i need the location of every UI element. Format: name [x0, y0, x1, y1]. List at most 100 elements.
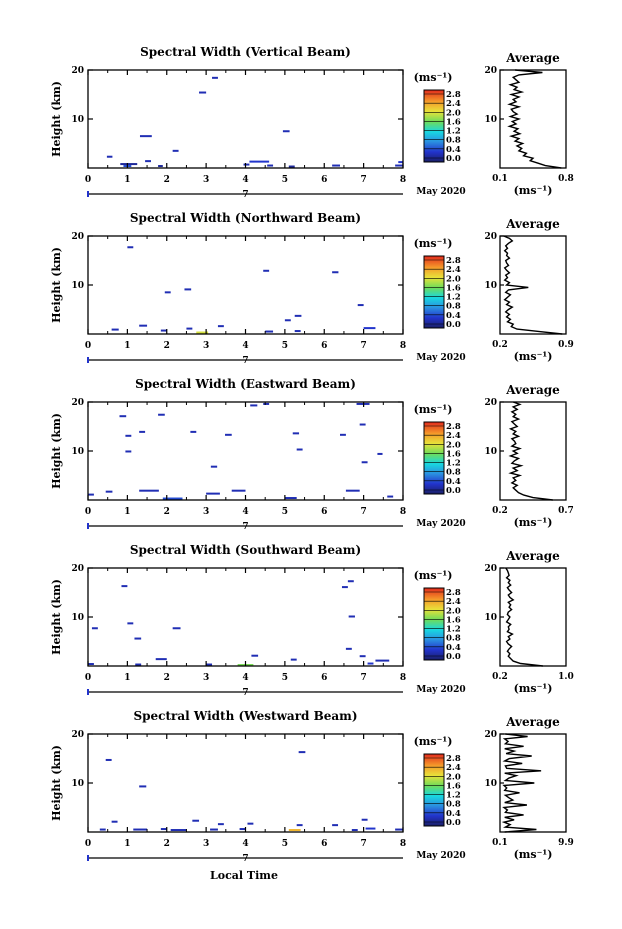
x-tick-label: 1	[124, 341, 130, 351]
date-label: May 2020	[416, 519, 465, 529]
colorbar-tick-label: 2.8	[446, 256, 461, 266]
day-label: 7	[242, 854, 248, 864]
heatmap-cell	[155, 658, 167, 661]
colorbar-tick-label: 2.4	[446, 99, 461, 109]
plot-frame	[87, 401, 404, 501]
heatmap-cell	[106, 155, 113, 158]
heatmap-cell	[282, 130, 290, 133]
heatmap-cell	[377, 452, 383, 455]
heatmap-cell	[217, 325, 224, 328]
heatmap-cell	[251, 654, 259, 657]
heatmap-cell	[105, 758, 112, 761]
average-title: Average	[505, 383, 560, 397]
average-x-tick-label: 0.2	[492, 672, 508, 682]
heatmap-cell	[296, 448, 303, 451]
average-x-tick-label: 9.9	[558, 838, 574, 848]
heatmap-cell	[290, 658, 297, 661]
colorbar-tick-label: 0.0	[446, 652, 461, 662]
colorbar-unit: (ms⁻¹)	[414, 735, 453, 748]
panel-4: Spectral Width (Southward Beam) 0 1 2 3 4 5 6 7 8…	[50, 543, 574, 698]
average-unit: (ms⁻¹)	[514, 848, 553, 861]
colorbar-tick-label: 1.6	[446, 449, 461, 459]
x-tick-label: 1	[124, 673, 130, 683]
heatmap-cell	[332, 824, 339, 827]
heatmap-cell	[298, 751, 306, 754]
heatmap-cell	[190, 430, 197, 433]
colorbar-tick-label: 0.0	[446, 154, 461, 164]
x-tick-label: 8	[400, 507, 406, 517]
heatmap-cell	[348, 615, 355, 618]
average-title: Average	[505, 217, 560, 231]
heatmap-cell	[387, 495, 394, 498]
heatmap-cell	[357, 304, 364, 307]
x-tick-label: 6	[321, 341, 327, 351]
x-tick-label: 2	[164, 341, 170, 351]
y-axis-label: Height (km)	[50, 745, 63, 821]
heatmap-cell	[247, 822, 254, 825]
average-y-tick-label: 20	[484, 232, 497, 242]
x-tick-label: 2	[164, 839, 170, 849]
average-y-tick-label: 10	[484, 115, 497, 125]
y-tick-label: 10	[71, 281, 84, 291]
heatmap-cells	[88, 402, 394, 500]
heatmap-cell	[135, 663, 142, 666]
heatmap-cell	[332, 164, 340, 167]
colorbar	[423, 753, 445, 827]
heatmap-cell	[162, 497, 183, 500]
heatmap-cells	[88, 580, 390, 667]
y-tick-label: 20	[71, 232, 84, 242]
date-label: May 2020	[416, 187, 465, 197]
heatmap-cell	[127, 246, 134, 249]
y-tick-label: 10	[71, 613, 84, 623]
heatmap-cell	[250, 404, 258, 407]
heatmap-cell	[359, 655, 366, 658]
day-label: 7	[242, 356, 248, 366]
x-tick-label: 2	[164, 507, 170, 517]
x-tick-label: 5	[282, 673, 288, 683]
x-tick-label: 0	[85, 175, 91, 185]
heatmap-cell	[145, 160, 151, 163]
colorbar-tick-label: 2.8	[446, 588, 461, 598]
colorbar-tick-label: 1.6	[446, 117, 461, 127]
x-tick-label: 7	[360, 673, 366, 683]
colorbar-tick-label: 2.4	[446, 763, 461, 773]
heatmap-cell	[243, 163, 250, 166]
colorbar-tick-label: 1.2	[446, 791, 461, 801]
heatmap-cell	[212, 76, 218, 79]
heatmap-cell	[361, 461, 368, 464]
heatmap-cells	[99, 751, 403, 832]
colorbar-tick-label: 0.8	[446, 468, 461, 478]
panel-5: Spectral Width (Westward Beam) 0 1 2 3 4 5 6 7 8 1…	[50, 709, 574, 864]
day-label: 7	[242, 688, 248, 698]
colorbar-tick-label: 2.0	[446, 772, 461, 782]
heatmap-cell	[294, 330, 301, 333]
x-tick-label: 3	[203, 175, 209, 185]
y-axis-label: Height (km)	[50, 247, 63, 323]
heatmap-cell	[158, 413, 165, 416]
x-tick-label: 2	[164, 673, 170, 683]
x-tick-label: 3	[203, 341, 209, 351]
heatmap-cell	[192, 819, 200, 822]
heatmap-cell	[139, 430, 146, 433]
heatmap-cell	[231, 489, 246, 492]
x-tick-label: 1	[124, 175, 130, 185]
colorbar-tick-label: 2.0	[446, 274, 461, 284]
heatmap-cell	[91, 627, 98, 630]
panel-title: Spectral Width (Southward Beam)	[130, 543, 361, 557]
colorbar-tick-label: 0.4	[446, 809, 461, 819]
colorbar-tick-label: 1.2	[446, 127, 461, 137]
colorbar-tick-label: 0.4	[446, 145, 461, 155]
heatmap-cell	[160, 828, 167, 831]
average-x-tick-label: 0.8	[558, 174, 574, 184]
average-x-tick-label: 0.2	[492, 340, 508, 350]
heatmap-cell	[196, 331, 209, 334]
x-tick-label: 0	[85, 507, 91, 517]
colorbar-unit: (ms⁻¹)	[414, 71, 453, 84]
heatmap-cell	[119, 415, 127, 418]
colorbar-tick-label: 2.8	[446, 90, 461, 100]
heatmap-cell	[164, 291, 171, 294]
heatmap-cell	[367, 662, 374, 665]
y-tick-label: 20	[71, 66, 84, 76]
y-tick-label: 10	[71, 779, 84, 789]
